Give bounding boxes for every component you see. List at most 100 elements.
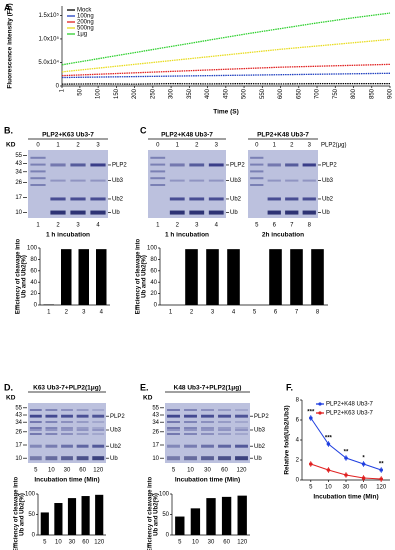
y-tick-label: 40 <box>30 280 37 286</box>
x-tick-label: 900 <box>388 88 394 99</box>
lane-label: 3 <box>96 143 100 149</box>
x-tick-label: 250 <box>150 88 156 99</box>
x-tick-label: 800 <box>351 88 357 99</box>
band-label: PLP2 <box>112 163 127 169</box>
band <box>201 456 214 461</box>
x-tick-label: 150 <box>114 88 120 99</box>
band <box>235 414 248 418</box>
band <box>76 421 89 423</box>
band <box>302 197 316 201</box>
band <box>45 427 58 429</box>
y-axis-label: Efficiency of cleavage into <box>14 476 20 550</box>
band <box>285 163 299 167</box>
bar <box>95 494 104 535</box>
band-label: Ub3 <box>230 178 242 184</box>
y-axis-label: Fluorescence intensity (FU) <box>7 3 14 88</box>
band <box>92 427 105 429</box>
band <box>250 156 264 159</box>
band <box>92 409 105 411</box>
bar <box>96 249 107 305</box>
band <box>201 414 214 418</box>
band <box>45 429 58 431</box>
lane-label: 1 <box>56 143 60 149</box>
band-label: Ub <box>112 210 120 216</box>
band <box>30 170 46 173</box>
band <box>150 170 166 173</box>
y-tick-label: 0 <box>32 533 36 539</box>
lane-number: 60 <box>221 468 228 474</box>
x-tick-label: 3 <box>82 310 86 316</box>
band-label: PLP2 <box>254 414 269 420</box>
x-tick-label: 300 <box>169 88 175 99</box>
lane-number: 120 <box>236 468 247 474</box>
band <box>285 210 299 215</box>
panel-label: F. <box>286 382 293 392</box>
y-tick-label: 100 <box>159 492 170 498</box>
marker-label: 17 <box>15 195 22 201</box>
band <box>90 163 106 167</box>
band <box>150 163 166 166</box>
gel <box>248 150 318 218</box>
y-tick-label: 40 <box>150 280 157 286</box>
band <box>90 210 106 215</box>
band-label: Ub <box>322 210 330 216</box>
band <box>235 433 248 435</box>
y-tick-label: 0 <box>154 303 158 309</box>
band <box>250 177 264 180</box>
band <box>250 184 264 186</box>
x-tick-label: 8 <box>316 310 320 316</box>
band <box>70 197 86 201</box>
band <box>92 414 105 418</box>
x-tick-label: 1 <box>47 310 51 316</box>
band <box>218 429 231 431</box>
panel-label: E. <box>140 382 149 392</box>
bar <box>185 249 198 305</box>
x-tick-label: 10 <box>325 485 332 491</box>
x-tick-label: 60 <box>82 540 89 546</box>
x-tick-label: 5 <box>43 540 47 546</box>
y-tick-label: 6 <box>296 418 300 424</box>
band <box>267 179 281 182</box>
marker-label: 55 <box>152 405 159 411</box>
marker-label: 17 <box>15 443 22 449</box>
band-label: Ub2 <box>230 197 242 203</box>
lane-number: 6 <box>273 223 277 229</box>
bar <box>54 503 63 535</box>
band <box>76 444 89 448</box>
gel-title: PLP2+K48 Ub3-7 <box>257 132 309 139</box>
series-line <box>61 38 391 73</box>
band <box>61 409 73 411</box>
band <box>189 179 205 182</box>
band <box>201 421 214 423</box>
marker-label: 34 <box>15 420 22 426</box>
lane-number: 5 <box>255 223 259 229</box>
x-tick-label: 5 <box>178 540 182 546</box>
band <box>267 163 281 167</box>
band <box>92 456 105 461</box>
band-label: Ub2 <box>322 197 334 203</box>
panel-label: D. <box>4 382 13 392</box>
gel-caption: 1 h incubation <box>165 232 209 239</box>
y-tick-label: 100 <box>147 246 158 252</box>
lane-number: 60 <box>79 468 86 474</box>
band-label: PLP2 <box>110 414 125 420</box>
x-tick-label: 600 <box>278 88 284 99</box>
bar <box>227 249 240 305</box>
y-tick-label: 1.0x10⁵ <box>38 36 59 43</box>
band <box>61 433 73 435</box>
band <box>61 427 73 429</box>
x-tick-label: 6 <box>274 310 278 316</box>
x-tick-label: 30 <box>69 540 76 546</box>
y-tick-label: 0 <box>34 303 38 309</box>
band <box>201 409 214 411</box>
lane-number: 30 <box>64 468 71 474</box>
legend-label: PLP2+K48 Ub3-7 <box>326 402 374 408</box>
x-axis-label: Time (S) <box>213 109 239 116</box>
band <box>29 456 42 461</box>
band <box>61 429 73 431</box>
point <box>361 462 366 466</box>
y-tick-label: 80 <box>150 257 157 263</box>
band <box>169 179 185 182</box>
x-tick-label: 30 <box>208 540 215 546</box>
x-tick-label: 10 <box>192 540 199 546</box>
